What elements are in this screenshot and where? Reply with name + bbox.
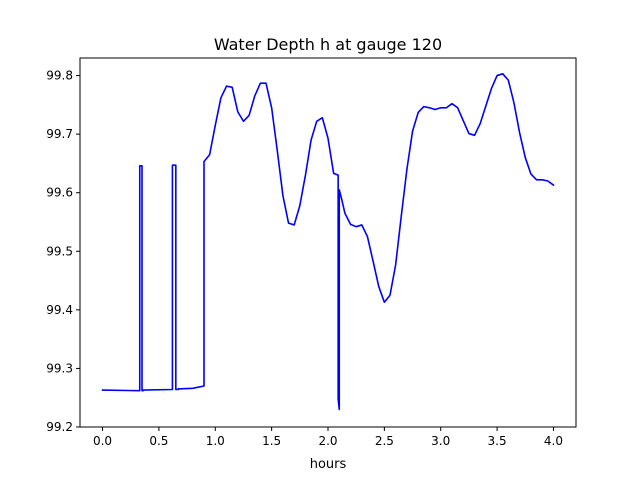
x-tick-label: 3.5 bbox=[488, 434, 507, 448]
x-tick-label: 4.0 bbox=[544, 434, 563, 448]
plot-area: 0.0 0.5 1.0 1.5 2.0 2.5 3.0 3.5 4.0 99.2 99.3 99.4 9… bbox=[46, 57, 577, 448]
series-line-1 bbox=[101, 73, 555, 411]
y-tick-label: 99.5 bbox=[46, 244, 73, 258]
y-tick-label: 99.3 bbox=[46, 361, 73, 375]
x-axis-label: hours bbox=[310, 457, 347, 472]
y-tick-label: 99.8 bbox=[46, 69, 73, 83]
x-tick-label: 0.0 bbox=[93, 434, 112, 448]
y-tick-label: 99.6 bbox=[46, 186, 73, 200]
x-tick-label: 0.5 bbox=[149, 434, 168, 448]
x-tick-label: 2.5 bbox=[375, 434, 394, 448]
x-tick-label: 1.5 bbox=[262, 434, 281, 448]
y-tick-label: 99.7 bbox=[46, 127, 73, 141]
x-tick-label: 3.0 bbox=[431, 434, 450, 448]
y-tick-label: 99.4 bbox=[46, 303, 73, 317]
x-tick-label: 1.0 bbox=[206, 434, 225, 448]
chart-title: Water Depth h at gauge 120 bbox=[214, 35, 442, 54]
x-tick-label: 2.0 bbox=[318, 434, 337, 448]
y-tick-label: 99.2 bbox=[46, 420, 73, 434]
